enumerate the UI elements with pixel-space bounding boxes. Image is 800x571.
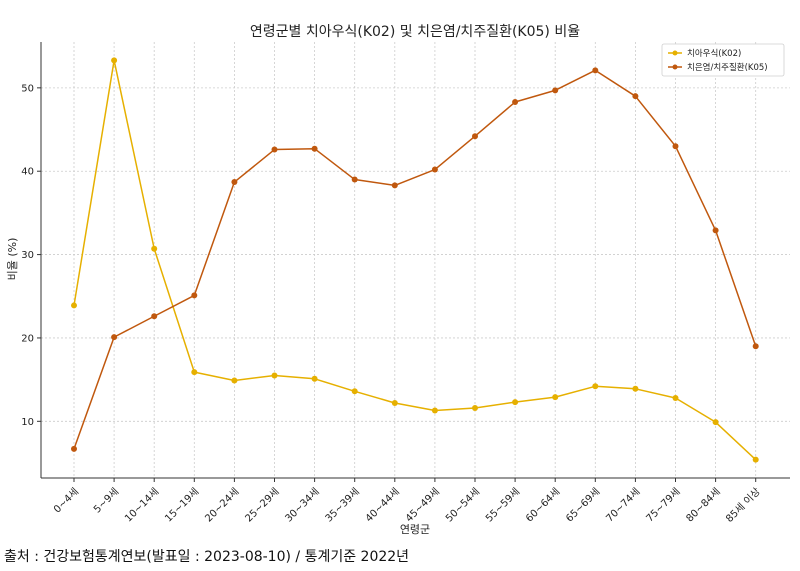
x-tick-label: 85세 이상 — [724, 486, 763, 525]
legend-box — [661, 43, 785, 77]
data-point — [271, 372, 278, 379]
x-tick-label: 25~29세 — [243, 486, 282, 525]
data-point — [111, 334, 118, 341]
data-point — [632, 385, 639, 392]
y-tick-label: 50 — [21, 83, 34, 94]
axes — [40, 42, 790, 479]
x-tick-label: 45~49세 — [403, 486, 442, 525]
legend: 치아우식(K02) 치은염/치주질환(K05) — [661, 43, 785, 77]
x-tick-label: 10~14세 — [122, 486, 161, 525]
data-point — [391, 182, 398, 189]
x-tick-label: 65~69세 — [564, 486, 603, 525]
data-point — [391, 399, 398, 406]
legend-label: 치아우식(K02) — [687, 48, 741, 59]
y-tick-label: 10 — [21, 417, 34, 428]
data-point — [231, 179, 238, 186]
data-point — [552, 394, 559, 401]
data-point — [151, 313, 158, 320]
x-tick-label: 5~9세 — [91, 486, 121, 516]
data-point — [71, 302, 77, 309]
x-tick-label: 75~79세 — [644, 486, 683, 525]
x-tick-label: 80~84세 — [684, 486, 723, 525]
x-tick-label: 35~39세 — [323, 486, 362, 525]
data-point — [752, 456, 759, 463]
data-point — [191, 292, 198, 299]
y-tick-label: 30 — [21, 250, 34, 261]
data-point — [712, 227, 719, 234]
data-point — [351, 176, 358, 183]
data-point — [151, 245, 158, 252]
x-tick-label: 40~44세 — [363, 486, 402, 525]
x-tick-label: 60~64세 — [523, 486, 562, 525]
grid — [41, 42, 790, 478]
x-axis-label: 연령군 — [400, 523, 430, 536]
source-note: 출처 : 건강보험통계연보(발표일 : 2023-08-10) / 통계기준 2… — [4, 549, 410, 565]
legend-marker — [672, 50, 678, 56]
y-axis-label: 비율 (%) — [6, 238, 19, 281]
data-point — [431, 407, 438, 414]
y-tick-label: 20 — [21, 333, 34, 344]
data-point — [512, 99, 519, 106]
x-tick-label: 15~19세 — [163, 486, 202, 525]
x-tick-label: 0~4세 — [51, 486, 81, 516]
data-point — [672, 394, 679, 401]
legend-marker — [672, 64, 678, 70]
x-tick-label: 55~59세 — [483, 486, 522, 525]
data-point — [311, 375, 318, 382]
data-point — [271, 146, 278, 153]
x-tick-label: 70~74세 — [604, 486, 643, 525]
data-point — [712, 419, 719, 426]
data-point — [431, 166, 438, 173]
series-line — [73, 69, 757, 450]
data-point — [752, 343, 759, 350]
chart-title: 연령군별 치아우식(K02) 및 치은염/치주질환(K05) 비율 — [250, 24, 580, 40]
series-layer — [71, 57, 759, 463]
data-point — [592, 383, 599, 390]
data-point — [632, 93, 639, 100]
data-point — [592, 67, 599, 74]
data-point — [512, 399, 519, 406]
data-point — [351, 388, 358, 395]
y-axis-ticks: 10 20 30 40 50 — [21, 83, 41, 428]
series-line — [73, 59, 757, 461]
x-tick-label: 50~54세 — [443, 486, 482, 525]
x-tick-label: 20~24세 — [203, 486, 242, 525]
series-2 — [71, 67, 759, 452]
data-point — [111, 57, 118, 64]
data-point — [552, 87, 559, 94]
data-point — [191, 369, 198, 376]
data-point — [472, 404, 478, 411]
data-point — [472, 133, 478, 140]
legend-label: 치은염/치주질환(K05) — [687, 62, 768, 73]
data-point — [311, 145, 318, 152]
x-axis-ticks: 0~4세 5~9세 10~14세 15~19세 20~24세 25~29세 30~34세 35… — [51, 478, 763, 525]
y-tick-label: 40 — [21, 167, 34, 178]
data-point — [231, 377, 238, 384]
data-point — [71, 445, 77, 452]
data-point — [672, 143, 679, 150]
series-1 — [71, 57, 759, 463]
x-tick-label: 30~34세 — [283, 486, 322, 525]
